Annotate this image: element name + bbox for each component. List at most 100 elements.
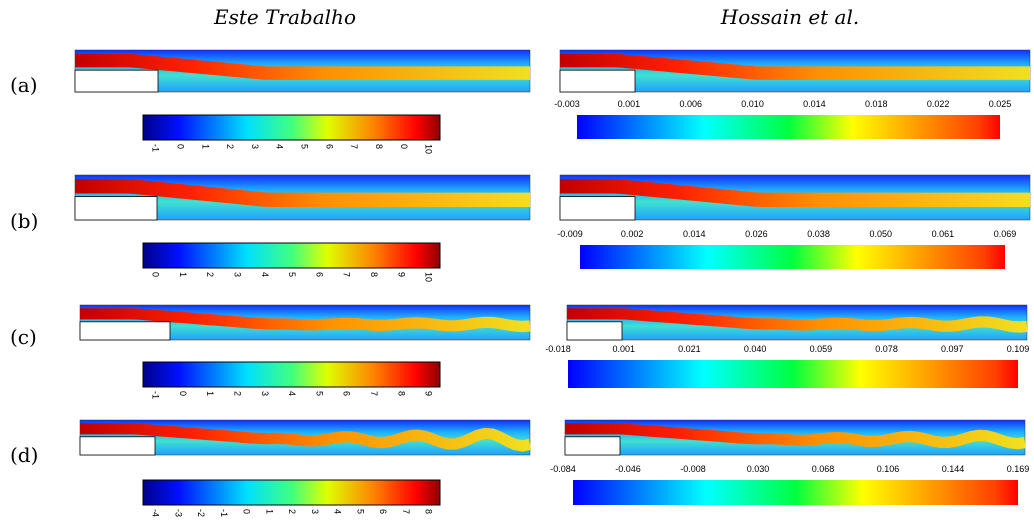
colorbar-tick-label: 0.010: [741, 99, 764, 109]
step: [566, 321, 623, 341]
jet-stream: [566, 308, 1028, 333]
step: [559, 69, 636, 93]
colorbar-tick-label: 6: [314, 272, 324, 277]
colorbar-tick-label: 7: [349, 144, 359, 149]
colorbar-tick-label: 4: [287, 391, 297, 396]
colorbar-tick-label: 0.014: [803, 99, 826, 109]
colorbar-tick-label: 5: [300, 144, 310, 149]
colorbar-tick-label: 0.109: [1007, 344, 1030, 354]
colorbar-tick-label: 3: [250, 144, 260, 149]
colorbar-tick-label: 2: [233, 391, 243, 396]
jet-stream: [79, 308, 531, 333]
colorbar-tick-label: -1: [151, 144, 161, 152]
colorbar-tick-label: 4: [275, 144, 285, 149]
colorbar-tick-label: 7: [342, 272, 352, 277]
colorbar-tick-label: 0.026: [745, 229, 768, 239]
colorbar-tick-label: 10: [424, 272, 434, 282]
colorbar-tick-label: 0.006: [679, 99, 702, 109]
colorbar: [142, 114, 441, 141]
colorbar-tick-label: 0.038: [807, 229, 830, 239]
colorbar-tick-label: 4: [260, 272, 270, 277]
step: [79, 321, 171, 341]
colorbar-tick-label: 0.050: [869, 229, 892, 239]
colorbar: [142, 242, 441, 269]
colorbar-tick-label: 7: [369, 391, 379, 396]
row-label: (b): [10, 209, 38, 233]
header-left: Este Trabalho: [213, 5, 356, 29]
colorbar-tick-label: -3: [173, 509, 183, 517]
colorbar-tick-label: 0.021: [678, 344, 701, 354]
colorbar: [142, 361, 441, 388]
colorbar-tick-label: 0: [151, 272, 161, 277]
colorbar-tick-label: 0: [399, 144, 409, 149]
colorbar-tick-label: 2: [205, 272, 215, 277]
colorbar: [577, 115, 1000, 139]
colorbar-tick-label: -0.003: [554, 99, 580, 109]
colorbar-tick-label: 0.001: [612, 344, 635, 354]
colorbar-tick-label: 0.078: [875, 344, 898, 354]
colorbar-tick-label: 6: [378, 509, 388, 514]
step: [74, 69, 159, 93]
colorbar-tick-label: 8: [374, 144, 384, 149]
colorbar-tick-label: -0.018: [545, 344, 571, 354]
header-right: Hossain et al.: [720, 5, 859, 29]
row-label: (d): [10, 443, 38, 467]
colorbar-tick-label: -4: [151, 509, 161, 517]
colorbar-tick-label: 5: [314, 391, 324, 396]
jet-stream: [75, 53, 530, 80]
colorbar-tick-label: 7: [401, 509, 411, 514]
colorbar-tick-label: 0.001: [618, 99, 641, 109]
step: [74, 196, 158, 221]
colorbar-tick-label: 0: [242, 509, 252, 514]
jet-stream: [74, 179, 530, 207]
colorbar: [573, 480, 1018, 505]
colorbar-tick-label: 2: [225, 144, 235, 149]
colorbar-tick-label: 0.025: [989, 99, 1012, 109]
colorbar-tick-label: 1: [264, 509, 274, 514]
step: [79, 436, 156, 456]
colorbar-tick-label: 0.097: [941, 344, 964, 354]
colorbar-tick-label: 0.061: [932, 229, 955, 239]
colorbar-tick-label: 0: [178, 391, 188, 396]
colorbar-tick-label: 3: [310, 509, 320, 514]
colorbar-tick-label: 0.106: [877, 464, 900, 474]
colorbar-tick-label: 4: [333, 509, 343, 514]
colorbar-tick-label: 0.059: [810, 344, 833, 354]
colorbar-tick-label: 8: [424, 509, 434, 514]
colorbar-tick-label: 0.014: [683, 229, 706, 239]
colorbar-tick-label: 0: [175, 144, 185, 149]
colorbar: [142, 479, 441, 506]
jet-stream: [564, 423, 1026, 450]
colorbar-tick-label: 10: [424, 144, 434, 154]
step: [559, 196, 636, 221]
colorbar-tick-label: -0.008: [680, 464, 706, 474]
colorbar-tick-label: 0.069: [994, 229, 1017, 239]
colorbar-tick-label: 0.022: [927, 99, 950, 109]
colorbar-tick-label: 0.018: [865, 99, 888, 109]
jet-stream: [560, 53, 1030, 80]
colorbar-tick-label: 3: [233, 272, 243, 277]
jet-stream: [559, 179, 1030, 207]
colorbar-tick-label: 8: [396, 391, 406, 396]
colorbar-tick-label: 9: [424, 391, 434, 396]
colorbar-tick-label: 1: [200, 144, 210, 149]
colorbar-tick-label: -0.009: [557, 229, 583, 239]
row-label: (a): [10, 73, 38, 97]
colorbar-tick-label: 0.068: [812, 464, 835, 474]
colorbar-tick-label: 5: [355, 509, 365, 514]
colorbar-tick-label: 6: [342, 391, 352, 396]
colorbar-tick-label: 0.169: [1007, 464, 1030, 474]
colorbar-tick-label: 6: [324, 144, 334, 149]
colorbar-tick-label: 0.030: [747, 464, 770, 474]
colorbar-tick-label: 1: [205, 391, 215, 396]
jet-stream: [79, 423, 532, 452]
colorbar-tick-label: 1: [178, 272, 188, 277]
colorbar-tick-label: -2: [196, 509, 206, 517]
colorbar: [580, 245, 1005, 269]
step: [564, 436, 621, 456]
colorbar-tick-label: 3: [260, 391, 270, 396]
colorbar-tick-label: -0.084: [550, 464, 576, 474]
colorbar-tick-label: 5: [287, 272, 297, 277]
colorbar-tick-label: 2: [287, 509, 297, 514]
